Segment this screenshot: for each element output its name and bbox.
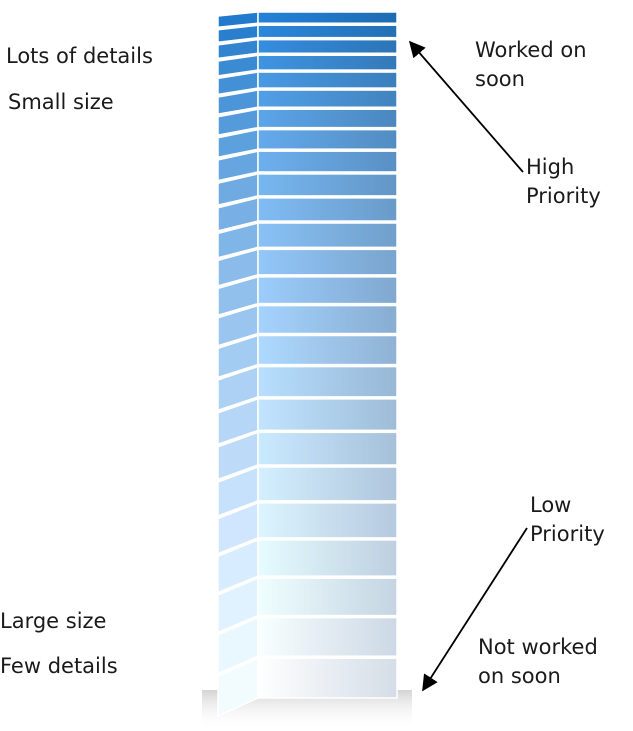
stack-slab [257,304,398,335]
stack-slab [257,108,398,129]
stack-slab [257,173,398,197]
low-priority-arrow [422,527,528,692]
stack-slab [257,577,398,617]
stack-slab [257,398,398,432]
stack-slab [257,334,398,366]
stack-slab [257,38,398,55]
stack-slab [257,222,398,249]
few-details-label: Few details [0,654,118,678]
large-size-label: Large size [0,609,107,633]
high-priority-line-2: Priority [526,184,601,208]
stack-slab [257,431,398,466]
worked-on-soon-label: Worked on soon [475,36,587,94]
stack-slab [257,276,398,305]
stack-slab [257,502,398,539]
not-worked-on-soon-line-2: on soon [478,664,561,688]
stack-slab [257,71,398,89]
stack-slabs [217,11,398,718]
lots-of-details-label: Lots of details [6,44,153,68]
stack-slab [257,54,398,71]
low-priority-label: Low Priority [530,491,605,549]
high-priority-arrow [408,40,524,173]
stack-slab [257,365,398,398]
stack-slab [257,150,398,173]
stack-slab [257,11,398,24]
worked-on-soon-line-2: soon [475,67,525,91]
not-worked-on-soon-line-1: Not worked [478,635,598,659]
stack-slab [257,128,398,150]
stack-slab [257,616,398,657]
stack-slab [257,657,398,699]
not-worked-on-soon-label: Not worked on soon [478,633,598,691]
high-priority-label: High Priority [526,153,601,211]
stack-slab [257,197,398,222]
worked-on-soon-line-1: Worked on [475,38,587,62]
high-priority-line-1: High [526,155,575,179]
stack-slab [257,89,398,108]
low-priority-line-1: Low [530,493,572,517]
low-priority-line-2: Priority [530,522,605,546]
stack-slab [257,466,398,502]
stack-slab [257,539,398,577]
stack-slab-side [217,11,259,29]
small-size-label: Small size [8,90,114,114]
stack-slab [257,24,398,39]
stack-slab [257,248,398,276]
